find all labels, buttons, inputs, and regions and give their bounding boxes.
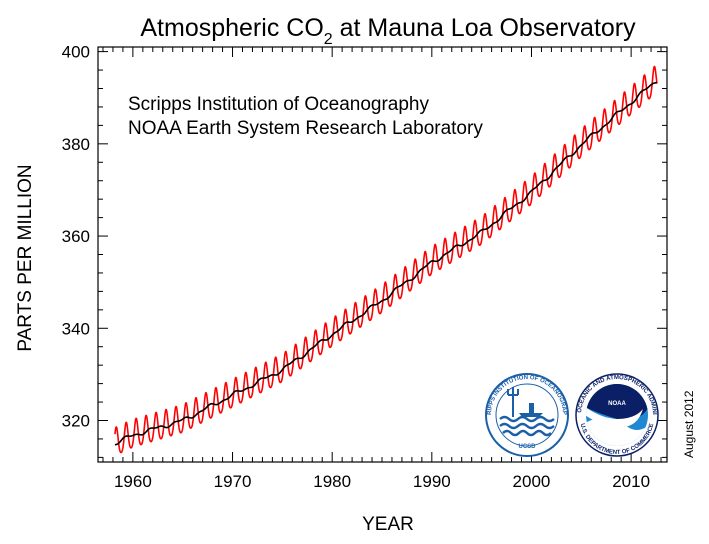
chart-title-rest: at Mauna Loa Observatory [333,14,636,42]
y-tick-label: 400 [62,43,90,62]
svg-text:NOAA: NOAA [608,401,626,407]
noaa-logo: NATIONAL OCEANIC AND ATMOSPHERIC ADMINIS… [575,373,659,457]
x-tick-label: 1980 [313,472,351,491]
annotation-noaa: NOAA Earth System Research Laboratory [128,118,483,139]
y-axis-ticks: 320 340 360 380 400 [62,43,667,458]
trend-co2-series [114,81,658,446]
y-tick-label: 380 [62,135,90,154]
x-tick-label: 2010 [612,472,650,491]
x-tick-label: 1970 [214,472,252,491]
chart-title-subscript: 2 [324,31,333,48]
date-note: August 2012 [682,390,696,458]
svg-text:UCSD: UCSD [518,444,536,450]
x-tick-label: 2000 [513,472,551,491]
x-axis-label: YEAR [362,514,414,535]
chart-title: Atmospheric CO2 at Mauna Loa Observatory [140,14,636,48]
annotation-scripps: Scripps Institution of Oceanography [128,94,430,115]
y-axis-label: PARTS PER MILLION [15,164,36,351]
chart-title-main: Atmospheric CO [140,14,323,42]
x-axis-ticks: 1960 1970 1980 1990 2000 2010 [102,47,662,491]
x-tick-label: 1990 [413,472,451,491]
y-tick-label: 360 [62,227,90,246]
scripps-logo: SCRIPPS INSTITUTION OF OCEANOGRAPHY UCSD [485,373,569,457]
y-tick-label: 340 [62,319,90,338]
y-tick-label: 320 [62,412,90,431]
x-tick-label: 1960 [114,472,152,491]
